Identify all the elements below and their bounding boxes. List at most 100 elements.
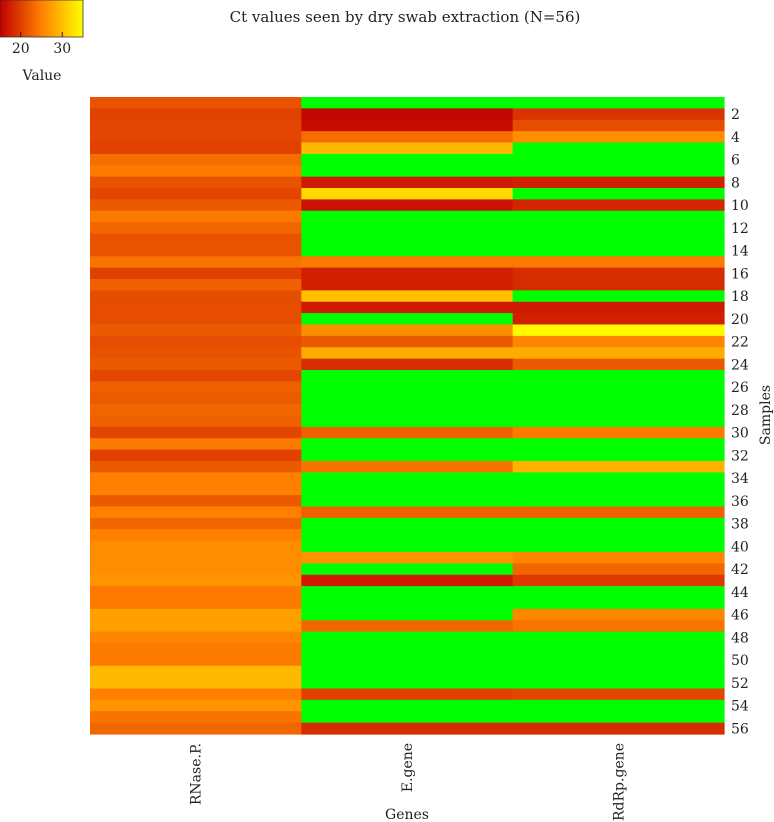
heatmap-cell — [301, 153, 514, 166]
heatmap-cell — [301, 176, 514, 189]
heatmap-cell — [512, 472, 725, 485]
heatmap-cell — [512, 461, 725, 473]
heatmap-cell — [90, 643, 302, 655]
heatmap-cell — [301, 415, 514, 428]
heatmap-cell — [512, 699, 725, 712]
heatmap-cell — [512, 415, 725, 428]
y-tick-label: 24 — [731, 357, 749, 373]
x-tick-label: RdRp.gene — [611, 743, 627, 821]
heatmap-cell — [301, 358, 514, 371]
heatmap-cell — [512, 665, 725, 678]
heatmap-cell — [512, 256, 725, 269]
heatmap-cell — [512, 233, 725, 246]
heatmap-cell — [512, 438, 725, 451]
heatmap-cell — [512, 131, 725, 144]
heatmap-cell — [90, 449, 302, 462]
heatmap-cell — [301, 449, 514, 462]
heatmap-cell — [512, 301, 725, 314]
heatmap-cell — [301, 131, 514, 144]
heatmap-cell — [90, 165, 302, 178]
heatmap-cell — [90, 506, 302, 519]
heatmap-cell — [90, 370, 302, 382]
color-legend: 20 30 Value — [0, 0, 84, 84]
heatmap-cell — [512, 199, 725, 212]
heatmap-cell — [512, 552, 725, 564]
heatmap-cell — [512, 358, 725, 371]
heatmap-cell — [301, 665, 514, 678]
heatmap-cell — [512, 643, 725, 655]
y-tick-label: 46 — [731, 608, 749, 624]
heatmap-cell — [512, 176, 725, 189]
heatmap-cell — [90, 688, 302, 701]
heatmap-cell — [90, 483, 302, 496]
heatmap-cell — [301, 688, 514, 701]
y-tick-label: 36 — [731, 494, 749, 510]
heatmap-cell — [90, 563, 302, 576]
heatmap-cell — [301, 324, 514, 337]
x-tick-label: RNase.P. — [189, 743, 205, 805]
heatmap-cell — [90, 279, 302, 291]
heatmap-cell — [90, 574, 302, 587]
heatmap-cell — [301, 142, 514, 155]
heatmap-cell — [301, 301, 514, 314]
heatmap-cell — [512, 597, 725, 610]
heatmap-cell — [90, 324, 302, 337]
heatmap-cell — [90, 199, 302, 212]
heatmap-cell — [512, 711, 725, 724]
y-tick-label: 26 — [731, 380, 749, 396]
x-tick-labels: RNase.P. E.gene RdRp.gene — [189, 743, 628, 821]
heatmap-cell — [301, 483, 514, 496]
heatmap-cell — [90, 711, 302, 724]
heatmap-cell — [301, 597, 514, 610]
heatmap-cell — [90, 631, 302, 644]
heatmap-cell — [90, 677, 302, 690]
heatmap-cell — [301, 370, 514, 382]
y-tick-label: 16 — [731, 266, 749, 282]
heatmap-cells — [90, 97, 725, 735]
heatmap-cell — [90, 210, 302, 223]
heatmap-cell — [512, 677, 725, 690]
heatmap-cell — [512, 631, 725, 644]
heatmap-cell — [512, 392, 725, 405]
heatmap-cell — [90, 608, 302, 621]
heatmap-cell — [512, 608, 725, 621]
heatmap-cell — [90, 119, 302, 132]
heatmap-cell — [301, 711, 514, 724]
heatmap-cell — [90, 722, 302, 735]
heatmap-cell — [90, 233, 302, 246]
heatmap-cell — [512, 506, 725, 519]
heatmap-cell — [301, 119, 514, 132]
heatmap-cell — [90, 597, 302, 610]
heatmap-cell — [512, 222, 725, 235]
heatmap-cell — [90, 699, 302, 712]
y-tick-label: 40 — [731, 539, 749, 555]
heatmap-cell — [301, 267, 514, 280]
heatmap-cell — [301, 620, 514, 633]
heatmap-cell — [90, 461, 302, 473]
heatmap-cell — [90, 335, 302, 348]
heatmap-cell — [90, 426, 302, 439]
heatmap-cell — [512, 108, 725, 121]
y-tick-labels: 2468101214161820222426283032343638404244… — [731, 107, 749, 737]
y-tick-label: 14 — [731, 244, 749, 260]
y-tick-label: 6 — [731, 153, 740, 169]
heatmap-cell — [512, 370, 725, 382]
heatmap-cell — [90, 529, 302, 542]
heatmap-cell — [301, 506, 514, 519]
x-axis-label: Genes — [385, 807, 429, 822]
heatmap-cell — [512, 165, 725, 178]
heatmap-cell — [301, 586, 514, 599]
heatmap-cell — [301, 233, 514, 246]
heatmap-cell — [90, 347, 302, 360]
heatmap-cell — [301, 199, 514, 212]
heatmap-cell — [512, 97, 725, 109]
y-tick-label: 42 — [731, 562, 749, 578]
heatmap-cell — [301, 529, 514, 542]
y-tick-label: 52 — [731, 676, 749, 692]
heatmap-cell — [301, 699, 514, 712]
heatmap-cell — [90, 188, 302, 200]
heatmap-cell — [512, 563, 725, 576]
y-tick-label: 2 — [731, 107, 740, 123]
